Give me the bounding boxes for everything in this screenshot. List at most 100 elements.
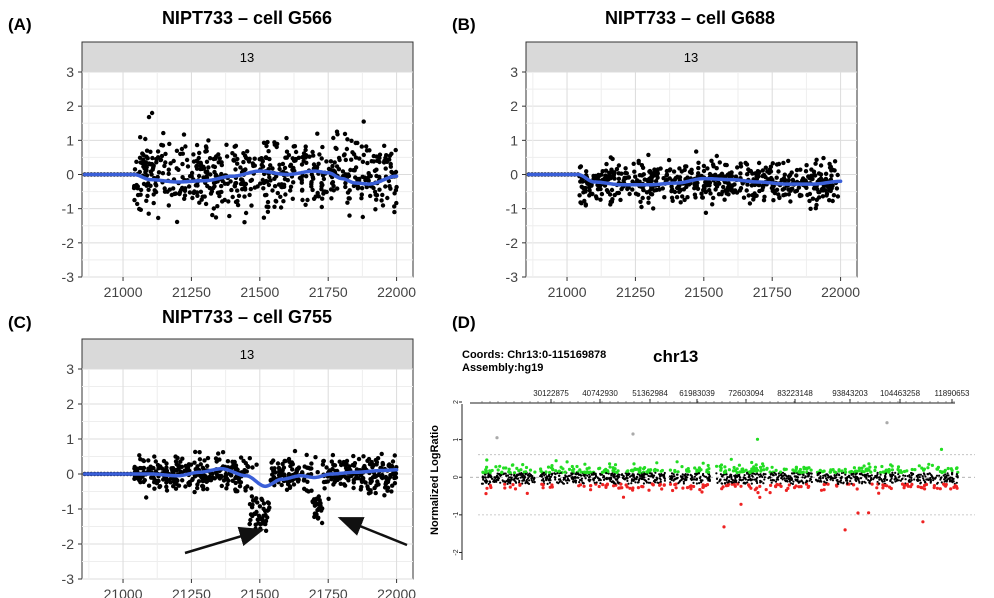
data-point <box>829 478 832 481</box>
data-point <box>216 160 221 165</box>
y-tick-label: 1 <box>453 438 460 442</box>
data-point <box>774 484 778 488</box>
data-point <box>821 476 825 479</box>
data-point <box>930 463 935 467</box>
data-point <box>641 476 644 479</box>
data-point <box>658 473 661 476</box>
data-point <box>521 473 524 476</box>
data-point <box>275 461 281 466</box>
data-point <box>236 193 242 198</box>
data-point <box>528 468 533 472</box>
data-point <box>393 169 399 175</box>
data-point <box>680 476 684 479</box>
data-point <box>774 468 778 472</box>
data-point <box>548 475 551 478</box>
data-point <box>663 479 667 482</box>
data-point <box>822 469 826 473</box>
data-point <box>212 476 217 481</box>
data-point <box>233 167 238 172</box>
data-point <box>194 163 199 169</box>
data-point <box>311 162 317 167</box>
data-point <box>670 198 675 203</box>
data-point <box>820 194 826 199</box>
data-point <box>508 476 511 479</box>
data-point <box>678 187 683 192</box>
data-point <box>798 167 803 172</box>
data-point <box>484 492 488 496</box>
data-point <box>290 467 295 472</box>
data-point <box>550 475 553 478</box>
data-point <box>803 178 808 183</box>
data-point <box>263 528 269 533</box>
data-point <box>783 477 786 480</box>
data-point <box>272 184 278 189</box>
data-point <box>215 204 220 209</box>
data-point <box>344 146 350 152</box>
data-point <box>682 482 686 485</box>
data-point <box>741 478 745 481</box>
data-point <box>489 481 492 484</box>
data-point <box>637 179 642 184</box>
data-point <box>935 474 939 477</box>
data-point <box>675 473 679 476</box>
data-point <box>931 477 935 480</box>
data-point <box>144 154 149 159</box>
data-point <box>668 475 672 478</box>
data-point <box>567 474 571 477</box>
data-point <box>373 490 378 496</box>
data-point <box>515 477 518 480</box>
data-point <box>182 468 187 473</box>
data-point <box>863 480 866 483</box>
data-point <box>808 206 813 211</box>
data-point <box>840 475 843 478</box>
data-point <box>647 474 650 477</box>
data-point <box>722 525 726 529</box>
data-point <box>567 467 572 471</box>
data-point <box>361 478 366 484</box>
data-point <box>701 168 707 174</box>
data-point <box>891 471 894 474</box>
data-point <box>808 479 811 482</box>
data-point <box>797 470 801 474</box>
data-point <box>925 478 928 481</box>
data-point <box>171 158 176 164</box>
data-point <box>652 476 655 479</box>
data-point <box>672 189 678 195</box>
data-point <box>342 131 348 137</box>
data-point <box>945 474 949 477</box>
data-point <box>686 473 689 476</box>
data-point <box>197 150 202 156</box>
data-point <box>513 487 518 491</box>
data-point <box>518 479 521 482</box>
y-tick-label: 0 <box>453 475 460 479</box>
data-point <box>654 478 657 481</box>
data-point <box>760 187 765 192</box>
data-point <box>363 178 368 183</box>
data-point <box>757 473 760 476</box>
data-point <box>719 478 722 481</box>
data-point <box>608 199 613 204</box>
data-point <box>300 155 305 160</box>
data-point <box>744 482 747 485</box>
data-point <box>623 166 628 171</box>
data-point <box>284 135 289 141</box>
data-point <box>182 188 188 193</box>
data-point <box>207 185 212 191</box>
x-tick-label: 83223148 <box>777 389 813 398</box>
data-point <box>639 204 644 210</box>
data-point <box>319 181 324 186</box>
data-point <box>786 486 790 490</box>
data-point <box>755 486 759 490</box>
panel-letter-b: (B) <box>452 15 476 34</box>
data-point <box>692 484 696 489</box>
data-point <box>278 194 283 199</box>
data-point <box>204 174 209 179</box>
data-point <box>359 192 364 197</box>
data-point <box>611 466 615 470</box>
data-point <box>368 193 373 199</box>
data-point <box>917 464 921 468</box>
data-point <box>155 149 161 154</box>
data-point <box>139 466 144 471</box>
data-point <box>143 161 148 166</box>
data-point <box>247 521 252 527</box>
